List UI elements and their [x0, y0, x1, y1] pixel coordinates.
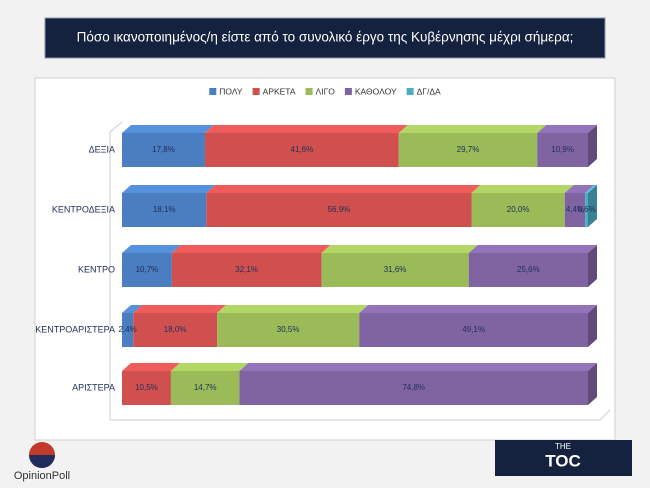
logo-mark-half: [29, 455, 55, 468]
value-label: 56,9%: [328, 205, 351, 214]
bar-top: [585, 185, 597, 193]
legend-label: ΠΟΛΥ: [219, 86, 243, 96]
bar-segment: [239, 371, 588, 405]
bar-top: [170, 363, 249, 371]
value-label: 31,6%: [384, 265, 407, 274]
bar-side: [588, 305, 597, 347]
logo-left: OpinionPoll: [14, 470, 70, 482]
bar-top: [206, 185, 481, 193]
bar-segment: [359, 313, 588, 347]
bar-top: [122, 185, 216, 193]
bar-segment: [122, 133, 205, 167]
value-label: 18,1%: [153, 205, 176, 214]
value-label: 4,4%: [566, 205, 584, 214]
value-label: 14,7%: [194, 383, 217, 392]
bar-segment: [204, 133, 399, 167]
bar-top: [122, 363, 180, 371]
bar-segment: [122, 253, 172, 287]
legend-label: ΔΓ/ΔΑ: [417, 86, 441, 96]
value-label: 49,1%: [462, 325, 485, 334]
legend-label: ΛΙΓΟ: [316, 86, 336, 96]
value-label: 2,4%: [118, 325, 136, 334]
bar-segment: [122, 313, 134, 347]
bar-top: [171, 245, 331, 253]
legend-swatch: [209, 88, 217, 95]
value-label: 25,6%: [517, 265, 540, 274]
title-box: [44, 17, 606, 59]
value-label: 20,0%: [507, 205, 530, 214]
y-tick-label: ΚΕΝΤΡΟΑΡΙΣΤΕΡΑ: [35, 324, 115, 334]
bar-side: [588, 125, 597, 167]
value-label: 32,1%: [235, 265, 258, 274]
bar-top: [471, 185, 574, 193]
value-label: 74,8%: [402, 383, 425, 392]
y-tick-label: ΔΕΞΙΑ: [89, 144, 115, 154]
bar-top: [122, 305, 143, 313]
bar-segment: [217, 313, 360, 347]
bar-top: [321, 245, 478, 253]
bar-segment: [321, 253, 469, 287]
bar-segment: [564, 193, 586, 227]
value-label: 18,0%: [164, 325, 187, 334]
wall: [109, 121, 123, 420]
legend-swatch: [252, 88, 260, 95]
value-label: 17,8%: [152, 145, 175, 154]
bar-segment: [537, 133, 588, 167]
bar-side: [588, 245, 597, 287]
bar-segment: [206, 193, 472, 227]
floor: [110, 409, 611, 421]
value-label: 0,6%: [577, 205, 595, 214]
bar-top: [398, 125, 547, 133]
bar-top: [359, 305, 597, 313]
bar-top: [537, 125, 597, 133]
bar-segment: [122, 371, 171, 405]
value-label: 10,7%: [136, 265, 159, 274]
bar-segment: [471, 193, 565, 227]
bar-segment: [122, 193, 207, 227]
bar-top: [239, 363, 597, 371]
value-label: 10,5%: [135, 383, 158, 392]
logo-right-top: THE: [555, 442, 571, 451]
legend-swatch: [305, 88, 313, 95]
legend-swatch: [406, 88, 414, 95]
bar-segment: [171, 253, 322, 287]
bar-segment: [398, 133, 538, 167]
bar-segment: [468, 253, 588, 287]
logo-right-box: [495, 440, 632, 476]
bar-top: [204, 125, 408, 133]
y-tick-label: ΚΕΝΤΡΟΔΕΞΙΑ: [52, 204, 115, 214]
value-label: 29,7%: [457, 145, 480, 154]
bar-side: [588, 185, 597, 227]
bar-top: [122, 125, 214, 133]
legend-label: ΑΡΚΕΤΑ: [263, 86, 296, 96]
value-label: 41,6%: [291, 145, 314, 154]
bar-side: [588, 363, 597, 405]
bar-top: [217, 305, 369, 313]
y-tick-label: ΚΕΝΤΡΟ: [78, 264, 115, 274]
value-label: 10,9%: [551, 145, 574, 154]
legend-label: ΚΑΘΟΛΟΥ: [355, 86, 397, 96]
legend-swatch: [344, 88, 352, 95]
value-label: 30,5%: [277, 325, 300, 334]
bar-top: [122, 245, 181, 253]
chart-title: Πόσο ικανοποιημένος/η είστε από το συνολ…: [77, 30, 574, 45]
bar-top: [133, 305, 227, 313]
y-tick-label: ΑΡΙΣΤΕΡΑ: [72, 382, 115, 392]
bar-top: [564, 185, 595, 193]
legend: ΠΟΛΥ ΑΡΚΕΤΑ ΛΙΓΟ ΚΑΘΟΛΟΥ ΔΓ/ΔΑ: [209, 86, 441, 96]
logo-right-main: TOC: [545, 451, 581, 470]
bar-segment: [133, 313, 218, 347]
bar-segment: [585, 193, 588, 227]
bar-segment: [170, 371, 240, 405]
bar-top: [468, 245, 597, 253]
